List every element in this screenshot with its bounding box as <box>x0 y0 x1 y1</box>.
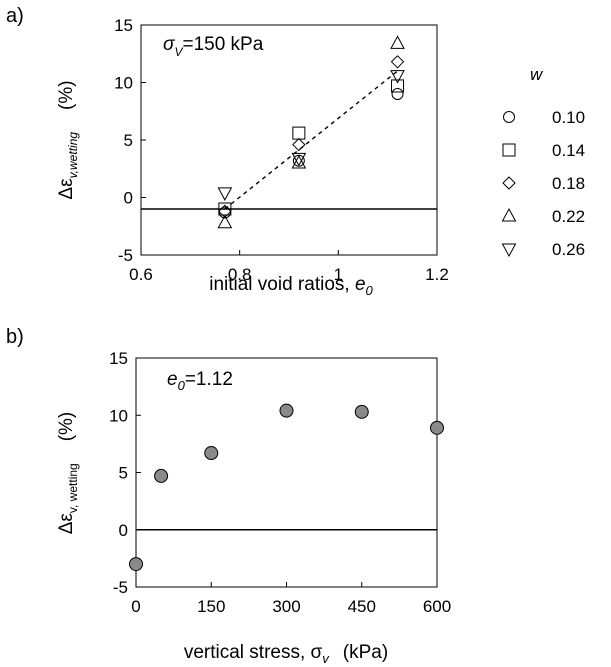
y-ticks: -5 0 5 10 15 <box>114 16 146 265</box>
y-tick-label: 15 <box>109 349 128 368</box>
data-point <box>390 70 405 84</box>
data-point <box>291 152 307 167</box>
y-axis-label: Δεv,wetting(%) <box>56 80 80 199</box>
marks <box>217 35 405 229</box>
legend-title: w <box>530 65 544 84</box>
data-point <box>391 88 404 100</box>
y-tick-label: 0 <box>119 521 128 540</box>
y-tick-label: 10 <box>114 74 133 93</box>
panel-a: a) σV=150 kPa -5 0 5 10 15 0.6 0.8 1 1.2 initia… <box>6 5 585 298</box>
y-tick-label: 0 <box>124 189 133 208</box>
annotation: e0=1.12 <box>167 369 233 393</box>
data-point <box>129 557 143 572</box>
legend: 0.10 0.14 0.18 0.22 0.26 <box>501 108 585 259</box>
x-tick-label: 450 <box>348 597 376 616</box>
legend-marker-triangle-up <box>501 207 517 222</box>
legend-label: 0.14 <box>552 141 585 160</box>
panel-label: b) <box>6 326 24 348</box>
plot-frame <box>140 24 438 256</box>
x-tick-label: 0.6 <box>129 265 153 284</box>
y-tick-label: -5 <box>118 246 133 265</box>
data-point <box>291 154 307 169</box>
legend-marker-triangle-down <box>501 243 517 258</box>
legend-marker-circle <box>503 111 515 123</box>
x-axis-label: initial void ratios, e0 <box>209 274 373 298</box>
data-point <box>204 446 219 461</box>
legend-label: 0.22 <box>552 207 585 226</box>
data-point <box>218 204 232 219</box>
data-point <box>154 468 169 483</box>
x-ticks: 0.6 0.8 1 1.2 <box>129 250 449 284</box>
legend-marker-diamond <box>502 176 516 190</box>
x-tick-label: 1 <box>334 265 343 284</box>
legend-label: 0.26 <box>552 240 585 259</box>
legend-label: 0.10 <box>552 108 585 127</box>
data-point <box>217 214 233 229</box>
data-point <box>292 126 306 140</box>
x-tick-label: 150 <box>197 597 225 616</box>
data-point <box>217 187 233 201</box>
data-point <box>390 35 405 49</box>
legend-marker-square <box>502 143 516 157</box>
data-point <box>354 404 369 419</box>
y-tick-label: 15 <box>114 16 133 35</box>
lines <box>141 70 437 210</box>
x-tick-label: 300 <box>272 597 300 616</box>
data-point <box>430 420 444 435</box>
data-point <box>390 55 405 69</box>
marks <box>129 403 444 572</box>
data-point <box>279 403 294 418</box>
data-point <box>391 79 405 93</box>
y-tick-label: 5 <box>124 131 133 150</box>
panel-label: a) <box>6 5 24 27</box>
annotation: σV=150 kPa <box>163 34 264 59</box>
y-axis-label: Δεv, wetting(%) <box>56 412 80 535</box>
y-tick-label: 10 <box>109 406 128 425</box>
y-tick-label: -5 <box>113 578 128 597</box>
trend-line <box>224 70 398 210</box>
y-ticks: -5 0 5 10 15 <box>109 349 141 597</box>
data-point <box>292 137 306 152</box>
x-tick-label: 1.2 <box>425 265 449 284</box>
x-axis-label: vertical stress, σv (kPa) <box>184 642 388 666</box>
legend-label: 0.18 <box>552 174 585 193</box>
x-tick-label: 0.8 <box>228 265 252 284</box>
x-tick-label: 0 <box>131 597 140 616</box>
x-ticks: 0 150 300 450 600 <box>131 582 451 616</box>
y-tick-label: 5 <box>119 464 128 483</box>
x-tick-label: 600 <box>423 597 451 616</box>
